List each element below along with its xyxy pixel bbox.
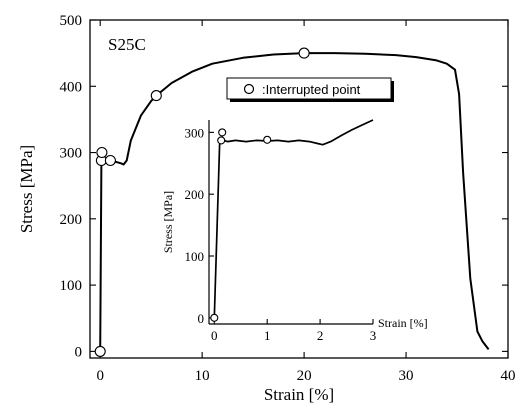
inset-ticks: 0 1 2 3 0 100 200 300: [185, 125, 377, 343]
inset-interrupted-point-marker: [210, 313, 219, 322]
inset-interrupted-point-marker: [263, 135, 272, 144]
main-x-tick-label: 10: [195, 368, 210, 384]
legend-label: :Interrupted point: [262, 82, 361, 97]
inset-y-tick-label: 100: [185, 249, 205, 264]
inset-interrupted-point-marker: [218, 128, 227, 137]
inset-x-tick-label: 0: [211, 328, 218, 343]
main-x-tick-label: 30: [399, 368, 414, 384]
main-interrupted-point-marker: [104, 154, 116, 167]
main-x-tick-label: 0: [96, 368, 104, 384]
inset-series: [210, 119, 374, 322]
main-y-axis-label: Stress [MPa]: [17, 145, 36, 233]
legend-marker: [243, 83, 255, 95]
main-y-tick-label: 200: [60, 212, 83, 228]
main-y-tick-label: 0: [75, 344, 83, 360]
main-plot-frame: [89, 19, 509, 359]
main-y-tick-label: 100: [60, 278, 83, 294]
inset-interrupted-point-marker: [217, 136, 226, 145]
inset-y-tick-label: 0: [198, 311, 205, 326]
main-interrupted-point-marker: [96, 146, 108, 159]
main-series: [94, 47, 490, 357]
main-y-tick-label: 400: [60, 79, 83, 95]
inset-x-axis-label: Strain [%]: [378, 316, 428, 330]
main-interrupted-point-marker: [150, 90, 162, 102]
inset-x-tick-label: 3: [370, 328, 377, 343]
main-y-tick-label: 500: [60, 13, 83, 29]
main-y-tick-label: 300: [60, 146, 83, 162]
main-interrupted-point-marker: [94, 345, 106, 357]
main-x-tick-label: 40: [501, 368, 516, 384]
legend-box: [226, 77, 392, 100]
inset-y-tick-label: 200: [185, 187, 205, 202]
inset-x-tick-label: 2: [317, 328, 324, 343]
legend: :Interrupted point: [226, 77, 394, 102]
main-x-axis-label: Strain [%]: [264, 385, 334, 404]
specimen-label: S25C: [108, 35, 146, 54]
inset-y-tick-label: 300: [185, 125, 205, 140]
inset-plot: 0 1 2 3 0 100 200 300: [185, 119, 377, 343]
main-interrupted-point-marker: [298, 47, 310, 59]
inset-stress-strain-curve: [213, 119, 374, 318]
inset-x-tick-label: 1: [264, 328, 271, 343]
main-x-tick-label: 20: [297, 368, 312, 384]
inset-y-axis-label: Stress [MPa]: [161, 191, 175, 253]
